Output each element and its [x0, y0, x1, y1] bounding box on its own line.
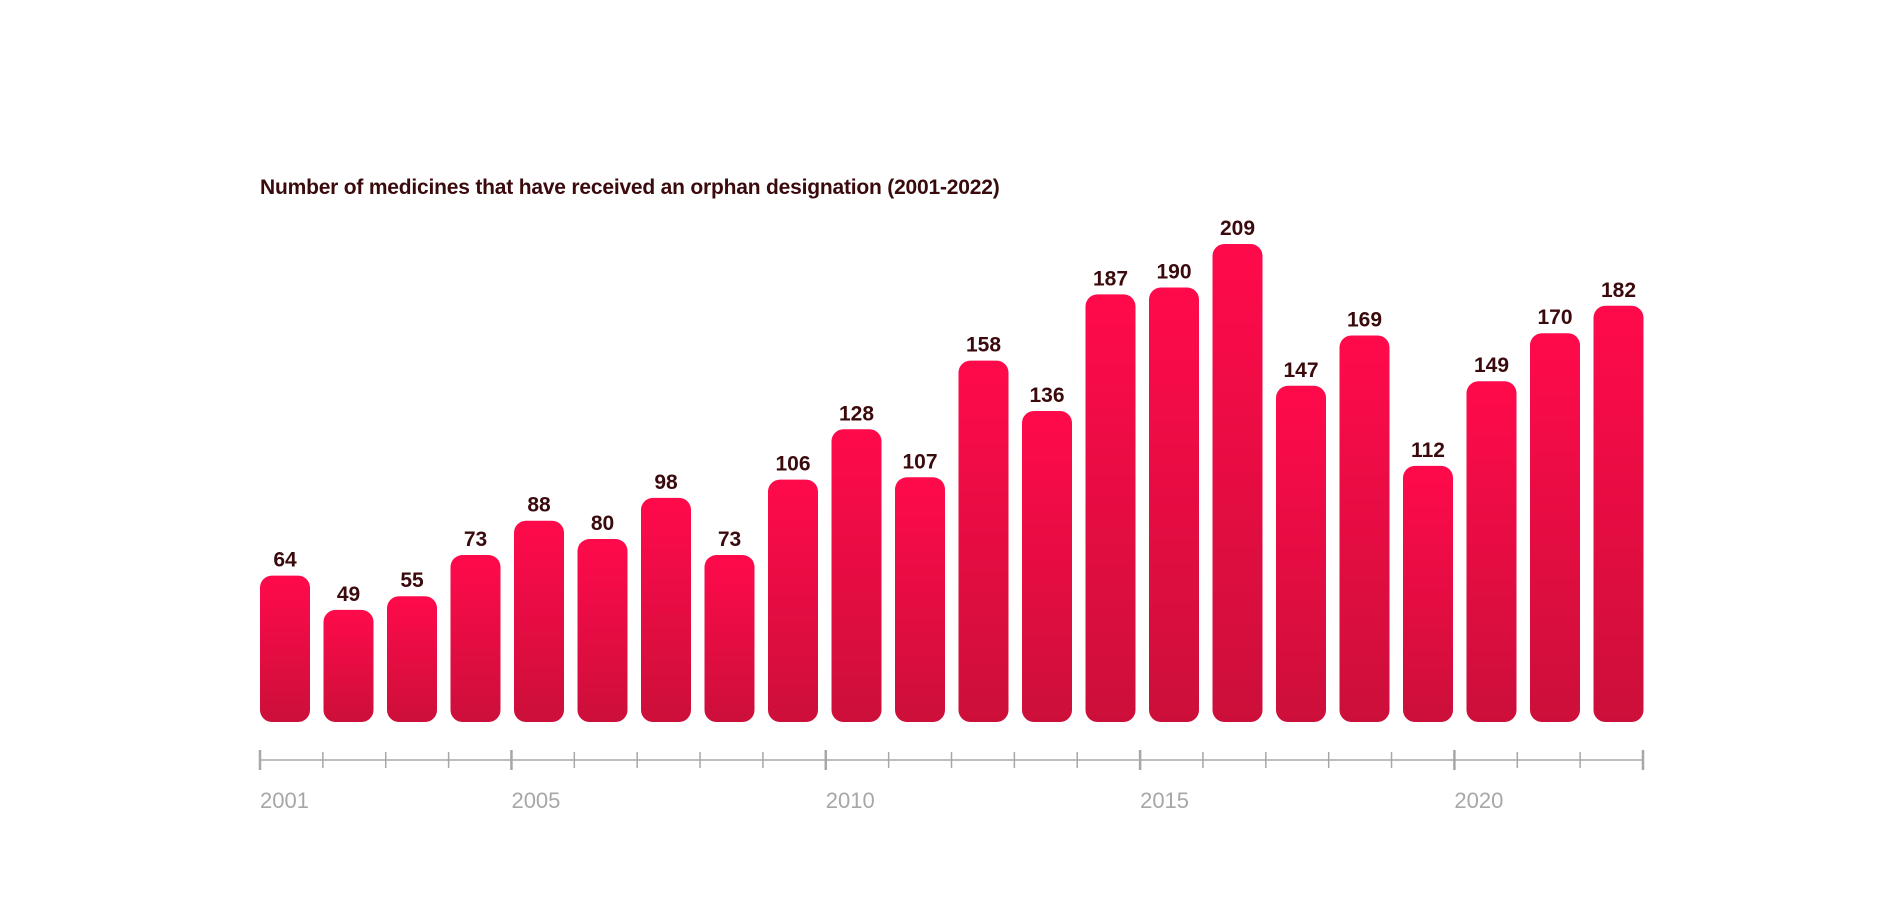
value-label-2020: 149	[1474, 354, 1509, 377]
bar-2004	[450, 555, 501, 722]
x-tick-label-2015: 2015	[1140, 788, 1189, 813]
value-label-2004: 73	[464, 528, 487, 551]
x-tick-label-2010: 2010	[826, 788, 875, 813]
bar-2007	[641, 497, 691, 722]
value-label-2013: 136	[1029, 384, 1064, 407]
x-tick-label-2005: 2005	[511, 788, 560, 813]
bar-2020	[1466, 381, 1517, 722]
chart-title: Number of medicines that have received a…	[260, 176, 1000, 199]
x-axis: 2001 2005 2010 2015 2020	[258, 750, 1645, 813]
bar-2012	[958, 360, 1009, 722]
bar-2017	[1276, 385, 1326, 722]
value-label-2014: 187	[1093, 267, 1128, 290]
value-label-2010: 128	[839, 402, 874, 425]
value-label-2015: 190	[1156, 260, 1191, 283]
bar-2011	[895, 477, 945, 722]
value-label-2017: 147	[1283, 359, 1318, 382]
value-label-2021: 170	[1537, 306, 1572, 329]
value-label-2001: 64	[273, 549, 297, 572]
bar-2014	[1085, 294, 1136, 722]
value-label-2022: 182	[1601, 279, 1636, 302]
bar-2013	[1022, 410, 1072, 722]
value-label-2019: 112	[1411, 439, 1445, 462]
value-label-2007: 98	[654, 471, 678, 494]
bar-2003	[387, 596, 437, 722]
x-tick-label-2001: 2001	[260, 788, 309, 813]
bar-2018	[1339, 335, 1390, 722]
bar-2001	[260, 575, 310, 722]
value-label-2008: 73	[718, 528, 741, 551]
value-label-2012: 158	[966, 334, 1001, 357]
bar-2002	[323, 609, 374, 722]
value-label-2006: 80	[591, 512, 614, 535]
bar-2016	[1212, 244, 1263, 722]
value-label-2005: 88	[527, 494, 551, 517]
value-label-2002: 49	[337, 583, 360, 606]
bar-2019	[1403, 465, 1453, 722]
value-label-2009: 106	[775, 453, 810, 476]
bars	[260, 244, 1644, 722]
x-tick-label-2020: 2020	[1454, 788, 1503, 813]
bar-2005	[514, 520, 564, 722]
value-labels: 64 49 55 73 88 80 98 73 106 128 107 158 136 187 190 209…	[273, 217, 1636, 606]
value-label-2018: 169	[1347, 308, 1382, 331]
bar-2022	[1593, 305, 1644, 722]
bar-2006	[577, 539, 628, 722]
value-label-2003: 55	[400, 569, 424, 592]
bar-2010	[831, 429, 882, 722]
bar-2015	[1149, 287, 1199, 722]
bar-2021	[1530, 333, 1580, 722]
bar-2009	[768, 479, 818, 722]
bar-2008	[704, 555, 755, 722]
value-label-2016: 209	[1220, 217, 1255, 240]
value-label-2011: 107	[902, 450, 937, 473]
